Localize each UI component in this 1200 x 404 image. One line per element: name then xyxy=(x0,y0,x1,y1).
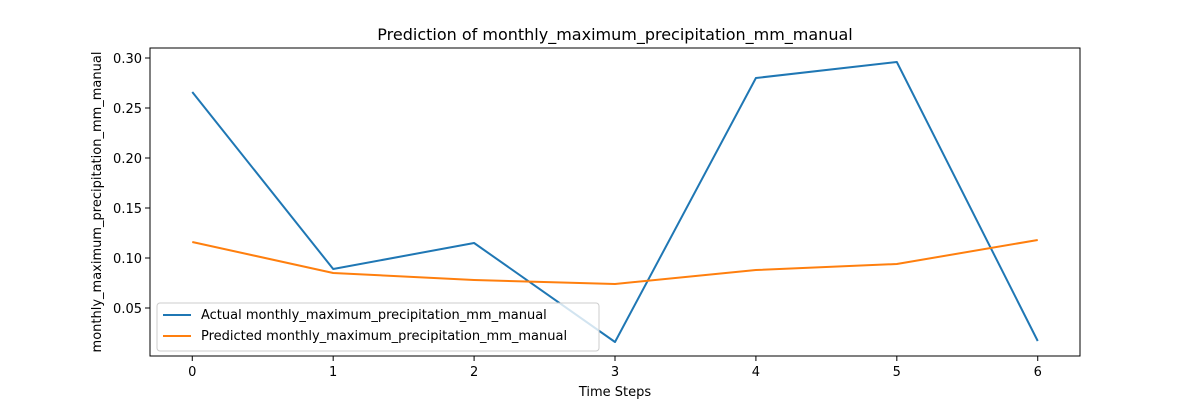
x-tick-label: 1 xyxy=(329,365,337,380)
x-axis: 0 1 2 3 4 5 6 xyxy=(188,356,1042,380)
series-line-actual xyxy=(191,61,1039,343)
series-line-predicted xyxy=(192,239,1038,285)
legend-box xyxy=(156,302,600,352)
chart-title: Prediction of monthly_maximum_precipitat… xyxy=(377,25,852,45)
x-tick-label: 3 xyxy=(611,365,619,380)
y-tick-label: 0.10 xyxy=(113,252,142,267)
y-tick-label: 0.25 xyxy=(113,102,142,117)
y-tick-label: 0.20 xyxy=(113,152,142,167)
x-axis-label: Time Steps xyxy=(578,385,652,400)
y-axis: 0.05 0.10 0.15 0.20 0.25 0.30 xyxy=(113,52,150,317)
y-tick-label: 0.30 xyxy=(113,52,142,67)
legend-label-predicted: Predicted monthly_maximum_precipitation_… xyxy=(201,329,567,344)
x-tick-label: 6 xyxy=(1034,365,1042,380)
x-tick-label: 0 xyxy=(188,365,196,380)
y-axis-label: monthly_maximum_precipitation_mm_manual xyxy=(90,52,105,353)
legend-label-actual: Actual monthly_maximum_precipitation_mm_… xyxy=(201,308,547,323)
x-tick-label: 2 xyxy=(470,365,478,380)
y-tick-label: 0.15 xyxy=(113,202,142,217)
x-tick-label: 4 xyxy=(752,365,760,380)
legend: Actual monthly_maximum_precipitation_mm_… xyxy=(156,302,600,352)
series-lines xyxy=(191,61,1039,343)
x-tick-label: 5 xyxy=(893,365,901,380)
y-tick-label: 0.05 xyxy=(113,302,142,317)
